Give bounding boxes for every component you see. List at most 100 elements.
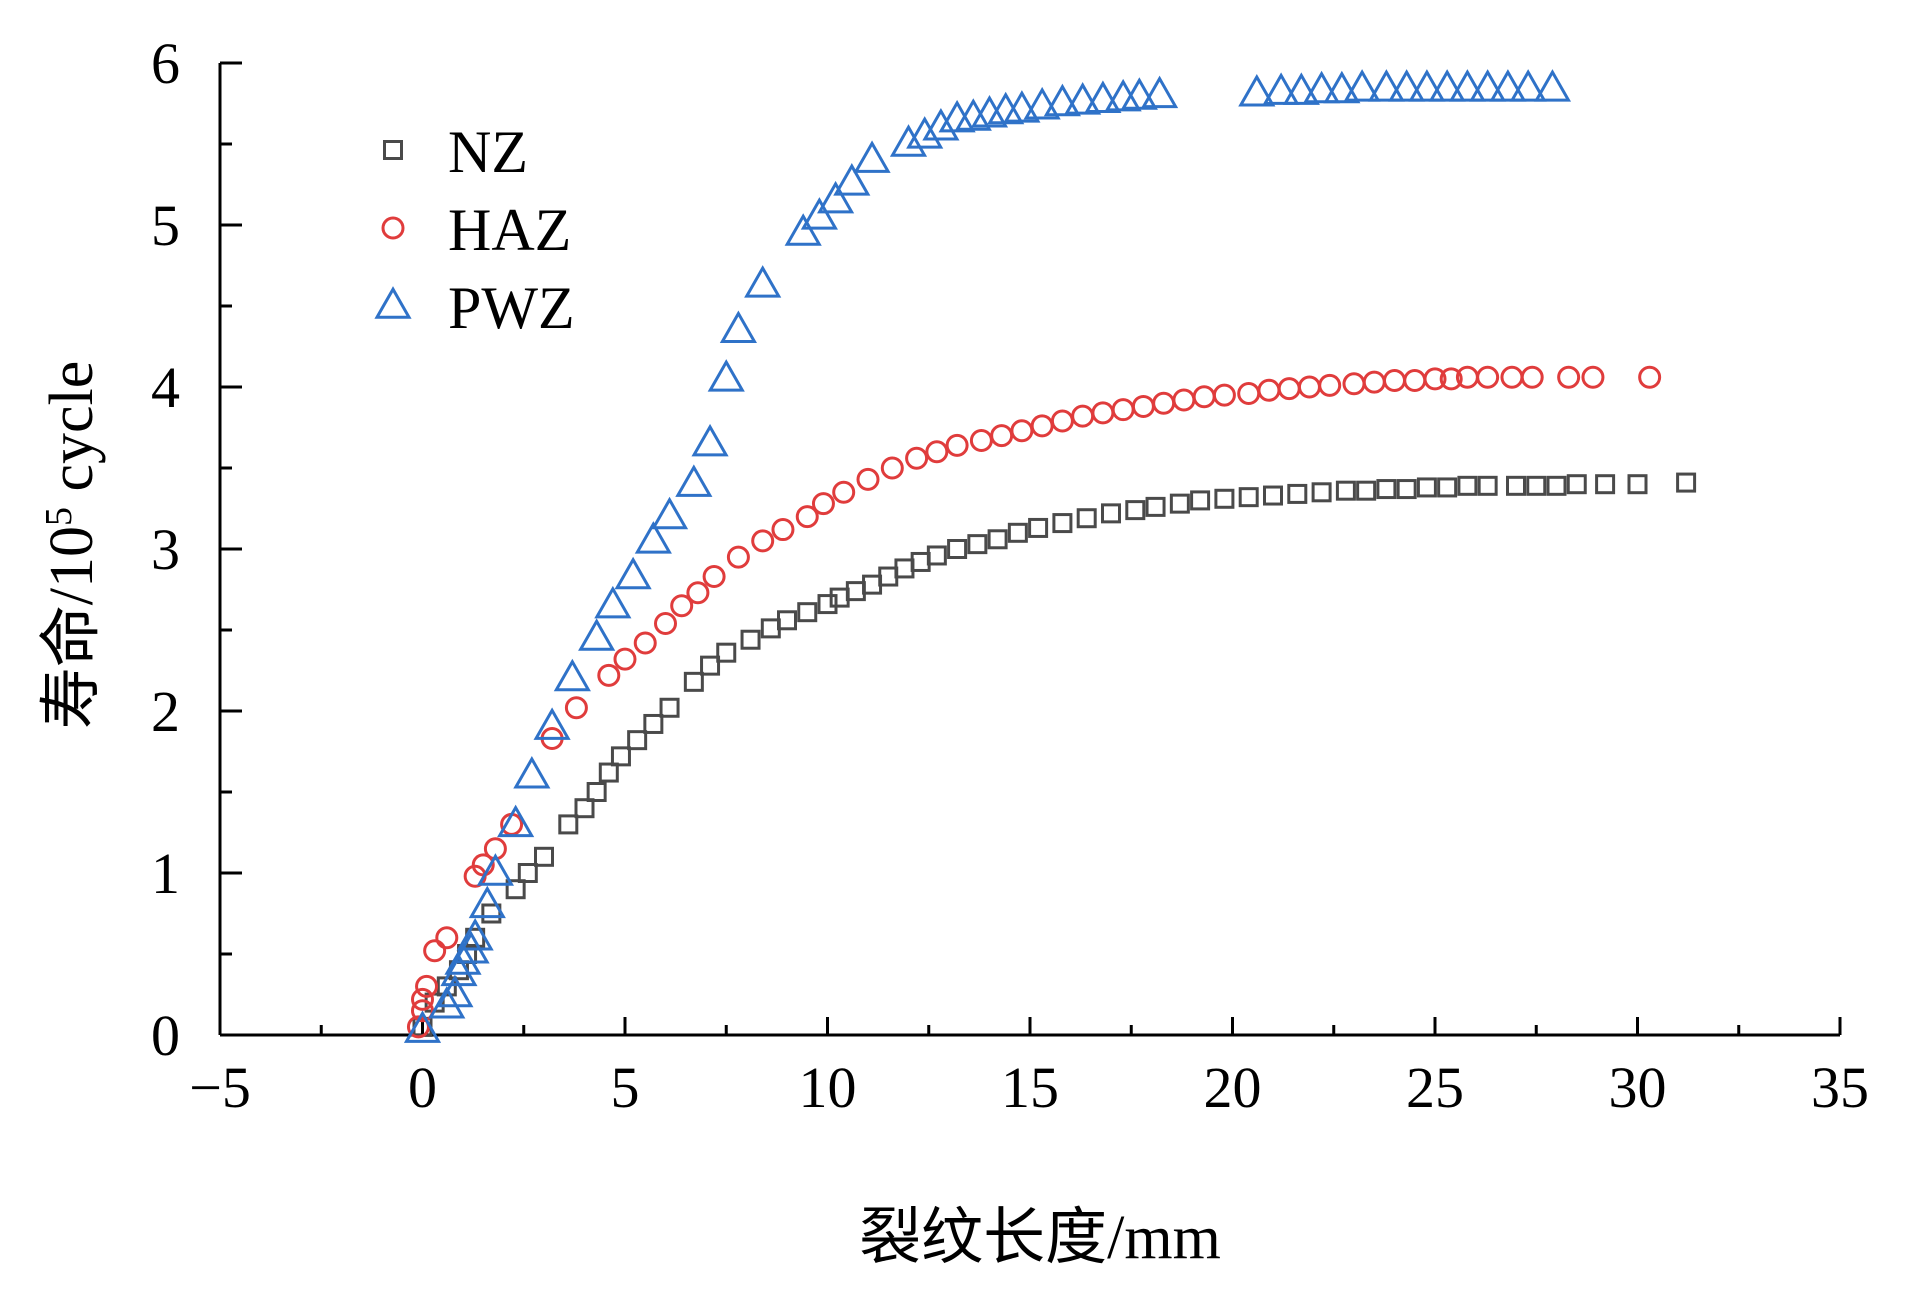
data-point-haz (969, 428, 993, 452)
data-point-haz (1010, 419, 1034, 443)
data-point-nz (760, 618, 781, 639)
data-point-nz (829, 587, 850, 608)
data-point-nz (1125, 500, 1146, 521)
data-point-haz (726, 545, 750, 569)
legend-label-nz: NZ (448, 119, 528, 185)
data-point-pwz (1282, 72, 1320, 105)
data-point-haz (1318, 373, 1342, 397)
series-nz (412, 472, 1697, 1037)
data-point-pwz (853, 140, 891, 173)
data-point-haz (633, 631, 657, 655)
data-point-haz (1638, 365, 1662, 389)
data-point-haz (1237, 381, 1261, 405)
data-point-pwz (1084, 80, 1122, 113)
data-point-haz (1152, 391, 1176, 415)
data-point-haz (1362, 370, 1386, 394)
data-point-haz (945, 433, 969, 457)
x-tick-label: 10 (799, 1055, 857, 1120)
data-point-haz (1439, 367, 1463, 391)
data-point-nz (1238, 487, 1259, 508)
data-point-nz (1416, 477, 1437, 498)
data-point-pwz (1428, 69, 1466, 102)
data-point-haz (925, 440, 949, 464)
data-point-nz (627, 730, 648, 751)
data-point-haz (795, 505, 819, 529)
data-point-pwz (922, 107, 960, 141)
x-tick-label: 25 (1406, 1055, 1464, 1120)
series-haz (406, 365, 1662, 1039)
data-point-pwz (1120, 77, 1158, 110)
data-point-nz (586, 782, 607, 802)
data-point-nz (1396, 479, 1417, 500)
data-point-nz (1214, 488, 1235, 509)
data-point-haz (832, 480, 856, 504)
data-point-haz (423, 939, 447, 963)
data-point-haz (751, 529, 775, 553)
data-point-nz (1457, 475, 1478, 496)
data-point-nz (1546, 475, 1567, 496)
data-point-nz (1007, 522, 1028, 543)
data-point-haz (564, 696, 588, 720)
data-point-pwz (1323, 70, 1361, 104)
data-point-haz (1476, 365, 1500, 389)
data-point-nz (1028, 517, 1049, 538)
legend-label-pwz: PWZ (448, 275, 575, 341)
data-point-pwz (1141, 75, 1179, 109)
data-point-nz (817, 594, 838, 615)
data-point-nz (716, 642, 737, 663)
data-point-pwz (719, 310, 757, 343)
data-point-pwz (744, 265, 782, 298)
data-point-nz (1526, 475, 1547, 496)
data-point-haz (1192, 385, 1216, 409)
data-point-pwz (1262, 72, 1300, 105)
data-point-nz (659, 697, 680, 718)
data-point-pwz (513, 755, 551, 789)
data-point-nz (610, 746, 631, 767)
y-tick-label: 1 (151, 841, 180, 906)
data-point-haz (1520, 365, 1544, 389)
data-point-pwz (1023, 86, 1061, 120)
data-point-pwz (533, 707, 571, 740)
data-point-haz (771, 518, 795, 542)
legend-label-haz: HAZ (448, 197, 571, 263)
data-point-pwz (594, 585, 632, 619)
data-point-nz (1101, 503, 1121, 524)
data-point-nz (1263, 485, 1283, 506)
data-point-nz (1052, 513, 1073, 534)
data-point-nz (777, 610, 797, 631)
data-point-nz (1376, 479, 1397, 500)
data-point-haz (702, 565, 726, 589)
data-point-haz (613, 647, 637, 671)
data-point-pwz (456, 917, 494, 951)
data-point-haz (856, 467, 880, 491)
data-point-haz (1297, 375, 1321, 399)
data-point-nz (558, 814, 579, 835)
data-point-nz (1356, 480, 1377, 501)
data-point-haz (1111, 398, 1135, 422)
data-point-nz (1169, 493, 1190, 514)
data-point-haz (1342, 372, 1366, 396)
y-axis-title-sup: 5 (38, 507, 80, 526)
data-point-pwz (650, 496, 689, 530)
data-point-pwz (1408, 69, 1446, 102)
data-point-pwz (1533, 69, 1572, 102)
data-point-nz (1335, 480, 1356, 501)
data-point-nz (598, 762, 619, 783)
data-point-nz (574, 798, 595, 819)
data-point-pwz (476, 853, 514, 886)
data-point-nz (845, 581, 866, 602)
data-point-pwz (403, 1010, 442, 1043)
data-point-pwz (468, 885, 506, 919)
x-tick-label: 20 (1204, 1055, 1262, 1120)
data-point-nz (862, 574, 883, 595)
data-point-pwz (833, 163, 871, 196)
legend-marker-haz (381, 216, 405, 240)
data-point-pwz (1303, 70, 1341, 104)
y-tick-label: 5 (151, 193, 180, 258)
y-tick-label: 4 (151, 355, 180, 420)
data-point-haz (415, 974, 439, 998)
legend-item-pwz: PWZ (374, 275, 575, 341)
data-point-pwz (578, 618, 616, 651)
data-point-haz (597, 663, 621, 687)
data-point-nz (517, 863, 538, 883)
